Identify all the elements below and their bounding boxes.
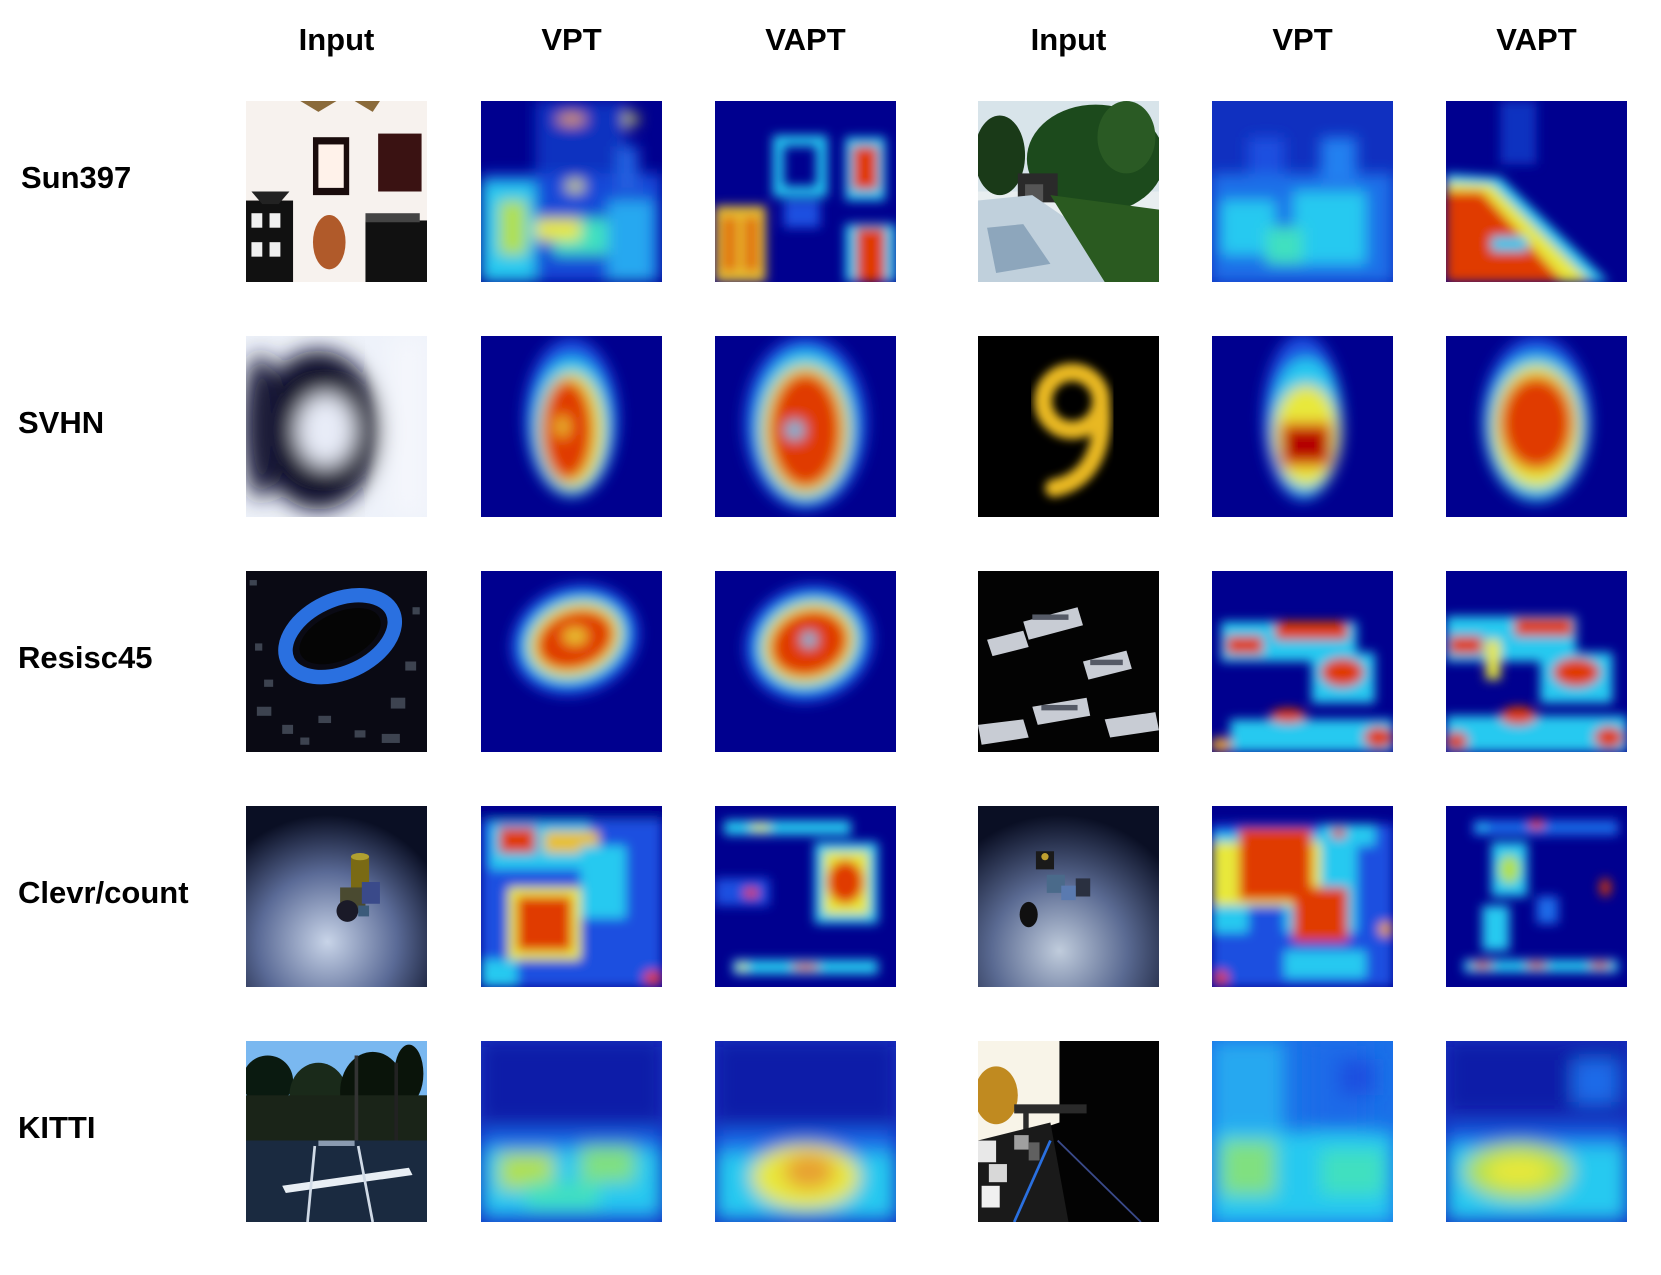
vpt-heatmap-sun397-a [481, 101, 662, 282]
col-header-input-left: Input [298, 22, 375, 57]
vapt-heatmap-svhn-a [715, 336, 896, 517]
input-image-kitti-road [978, 1041, 1159, 1222]
input-image-svhn-a [246, 336, 427, 517]
vapt-heatmap-clevr-a [715, 806, 896, 987]
vapt-heatmap-resisc45-a [715, 571, 896, 752]
row-label-kitti: KITTI [18, 1110, 96, 1145]
col-header-vpt-right: VPT [1272, 22, 1333, 57]
col-header-vpt-left: VPT [541, 22, 602, 57]
vpt-heatmap-resisc45-a [481, 571, 662, 752]
vapt-heatmap-kitti-a [715, 1041, 896, 1222]
input-image-clevr-a [246, 806, 427, 987]
col-header-vapt-left: VAPT [765, 22, 846, 57]
input-image-resisc45-buildings [978, 571, 1159, 752]
vapt-heatmap-svhn-b [1446, 336, 1627, 517]
vapt-heatmap-sun397-b [1446, 101, 1627, 282]
input-image-clevr-b [978, 806, 1159, 987]
vapt-heatmap-resisc45-b [1446, 571, 1627, 752]
vpt-heatmap-resisc45-b [1212, 571, 1393, 752]
input-image-sun397-bathroom [246, 101, 427, 282]
row-label-clevr-count: Clevr/count [18, 875, 189, 910]
vpt-heatmap-svhn-b [1212, 336, 1393, 517]
col-header-vapt-right: VAPT [1496, 22, 1577, 57]
input-image-kitti-street [246, 1041, 427, 1222]
input-image-svhn-digit-nine [978, 336, 1159, 517]
row-label-sun397: Sun397 [21, 160, 132, 195]
vpt-heatmap-kitti-a [481, 1041, 662, 1222]
vapt-heatmap-clevr-b [1446, 806, 1627, 987]
row-label-resisc45: Resisc45 [18, 640, 153, 675]
vpt-heatmap-clevr-b [1212, 806, 1393, 987]
input-image-resisc45-stadium [246, 571, 427, 752]
vpt-heatmap-clevr-a [481, 806, 662, 987]
vpt-heatmap-sun397-b [1212, 101, 1393, 282]
vapt-heatmap-sun397-a [715, 101, 896, 282]
vpt-heatmap-kitti-b [1212, 1041, 1393, 1222]
vpt-heatmap-svhn-a [481, 336, 662, 517]
input-image-sun397-driveway [978, 101, 1159, 282]
vapt-heatmap-kitti-b [1446, 1041, 1627, 1222]
row-label-svhn: SVHN [18, 405, 105, 440]
col-header-input-right: Input [1030, 22, 1107, 57]
